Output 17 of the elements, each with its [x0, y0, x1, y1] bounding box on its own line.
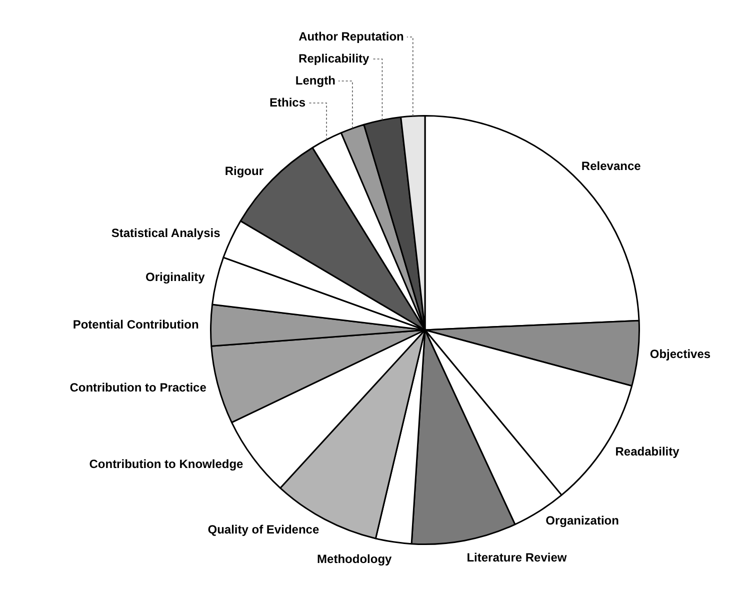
slice-label: Author Reputation [298, 29, 404, 44]
slice-label: Readability [615, 444, 680, 459]
slice-label: Replicability [298, 51, 370, 66]
slice-label: Potential Contribution [72, 317, 199, 332]
slice-label: Originality [145, 270, 206, 284]
slice-label: Length [295, 73, 336, 88]
slice-label: Literature Review [466, 550, 568, 565]
slice-label: Organization [546, 514, 619, 528]
slice-label: Relevance [581, 158, 642, 173]
slice-label: Statistical Analysis [111, 226, 221, 240]
slice-label: Methodology [317, 552, 392, 566]
slice-label: Ethics [270, 95, 306, 110]
slice-label: Contribution to Knowledge [89, 457, 244, 472]
slice-label: Contribution to Practice [70, 380, 207, 395]
slice-label: Quality of Evidence [208, 522, 320, 536]
slice-label: Rigour [224, 164, 264, 178]
slice-label: Objectives [650, 347, 711, 362]
